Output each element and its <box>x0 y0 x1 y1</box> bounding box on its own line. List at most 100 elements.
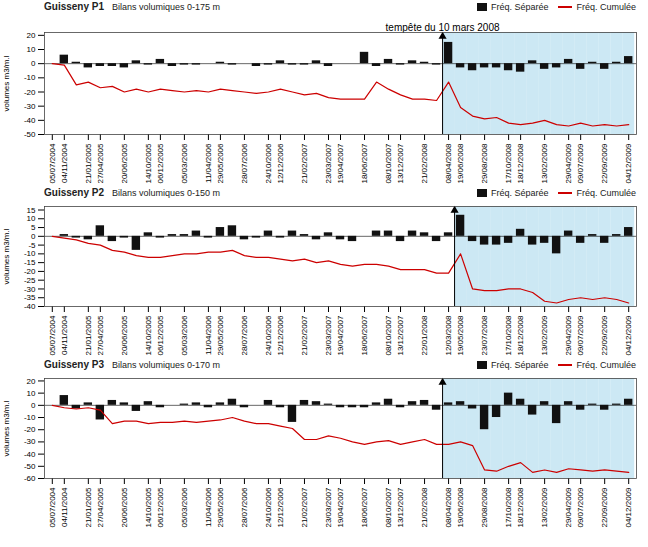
svg-text:08/10/2007: 08/10/2007 <box>384 487 393 528</box>
svg-text:21/01/2005: 21/01/2005 <box>84 487 93 528</box>
svg-text:23/03/2007: 23/03/2007 <box>324 487 333 528</box>
svg-text:21/01/2005: 21/01/2005 <box>84 143 93 184</box>
svg-text:0: 0 <box>31 401 36 410</box>
svg-text:27/04/2005: 27/04/2005 <box>96 315 105 356</box>
svg-text:volumes m3/m.l: volumes m3/m.l <box>2 55 11 111</box>
svg-text:29/08/2008: 29/08/2008 <box>480 487 489 528</box>
svg-text:-20: -20 <box>24 88 36 97</box>
svg-text:05/03/2006: 05/03/2006 <box>180 487 189 528</box>
svg-text:18/06/2007: 18/06/2007 <box>360 143 369 184</box>
svg-text:06/12/2005: 06/12/2005 <box>156 143 165 184</box>
svg-text:09/07/2009: 09/07/2009 <box>576 143 585 184</box>
svg-text:08/10/2007: 08/10/2007 <box>384 143 393 184</box>
svg-text:volumes m3/m.l: volumes m3/m.l <box>2 228 11 284</box>
svg-text:19/06/2008: 19/06/2008 <box>456 143 465 184</box>
svg-text:0: 0 <box>31 232 36 241</box>
svg-text:-10: -10 <box>24 249 36 258</box>
svg-text:-60: -60 <box>24 474 36 483</box>
svg-text:22/09/2009: 22/09/2009 <box>600 487 609 528</box>
svg-text:08/04/2008: 08/04/2008 <box>444 143 453 184</box>
svg-text:10: 10 <box>27 45 36 54</box>
svg-text:-30: -30 <box>24 437 36 446</box>
svg-text:29/04/2009: 29/04/2009 <box>564 315 573 356</box>
svg-text:04/11/2004: 04/11/2004 <box>60 143 69 183</box>
svg-text:22/09/2009: 22/09/2009 <box>600 143 609 184</box>
svg-text:28/07/2006: 28/07/2006 <box>240 315 249 356</box>
svg-text:20/06/2005: 20/06/2005 <box>120 315 129 356</box>
svg-text:20: 20 <box>27 31 36 40</box>
svg-text:10: 10 <box>27 389 36 398</box>
svg-text:18/12/2008: 18/12/2008 <box>516 315 525 356</box>
svg-text:11/04/2006: 11/04/2006 <box>204 143 213 183</box>
svg-text:29/05/2006: 29/05/2006 <box>216 143 225 184</box>
svg-text:05/07/2004: 05/07/2004 <box>48 315 57 356</box>
svg-text:12/03/2008: 12/03/2008 <box>444 315 453 356</box>
svg-text:29/05/2006: 29/05/2006 <box>216 315 225 356</box>
svg-text:20: 20 <box>27 376 36 385</box>
svg-text:19/04/2007: 19/04/2007 <box>336 315 345 356</box>
svg-text:5: 5 <box>31 223 36 232</box>
svg-text:13/02/2009: 13/02/2009 <box>540 143 549 184</box>
svg-text:-20: -20 <box>24 425 36 434</box>
svg-text:05/03/2006: 05/03/2006 <box>180 143 189 184</box>
svg-text:05/07/2004: 05/07/2004 <box>48 487 57 528</box>
svg-text:tempête du 10 mars 2008: tempête du 10 mars 2008 <box>386 22 500 33</box>
svg-text:20/06/2005: 20/06/2005 <box>120 143 129 184</box>
svg-text:04/12/2009: 04/12/2009 <box>624 315 633 356</box>
svg-text:-50: -50 <box>24 462 36 471</box>
svg-text:22/09/2009: 22/09/2009 <box>600 315 609 356</box>
svg-text:-25: -25 <box>24 276 36 285</box>
svg-text:12/12/2006: 12/12/2006 <box>276 143 285 184</box>
svg-text:-40: -40 <box>24 116 36 125</box>
svg-text:06/12/2005: 06/12/2005 <box>156 315 165 356</box>
svg-text:14/10/2005: 14/10/2005 <box>144 315 153 356</box>
svg-text:14/10/2005: 14/10/2005 <box>144 487 153 528</box>
svg-text:19/05/2008: 19/05/2008 <box>456 315 465 356</box>
svg-text:17/10/2008: 17/10/2008 <box>504 143 513 184</box>
svg-text:04/12/2009: 04/12/2009 <box>624 487 633 528</box>
svg-text:23/07/2008: 23/07/2008 <box>480 315 489 356</box>
svg-text:21/02/2007: 21/02/2007 <box>300 487 309 528</box>
svg-text:29/04/2009: 29/04/2009 <box>564 487 573 528</box>
svg-text:15: 15 <box>27 206 36 215</box>
svg-text:-35: -35 <box>24 293 36 302</box>
svg-text:volumes m3/m.l: volumes m3/m.l <box>2 400 11 456</box>
svg-text:-20: -20 <box>24 267 36 276</box>
svg-text:13/12/2007: 13/12/2007 <box>396 315 405 356</box>
svg-text:21/02/2007: 21/02/2007 <box>300 143 309 184</box>
svg-text:18/06/2007: 18/06/2007 <box>360 315 369 356</box>
svg-text:09/07/2009: 09/07/2009 <box>576 315 585 356</box>
svg-text:05/03/2006: 05/03/2006 <box>180 315 189 356</box>
svg-text:29/04/2009: 29/04/2009 <box>564 143 573 184</box>
svg-text:12/12/2006: 12/12/2006 <box>276 315 285 356</box>
svg-text:19/04/2007: 19/04/2007 <box>336 487 345 528</box>
svg-text:18/06/2007: 18/06/2007 <box>360 487 369 528</box>
svg-text:28/07/2006: 28/07/2006 <box>240 487 249 528</box>
svg-text:-5: -5 <box>28 241 36 250</box>
svg-text:18/12/2008: 18/12/2008 <box>516 487 525 528</box>
svg-text:13/12/2007: 13/12/2007 <box>396 143 405 184</box>
svg-text:21/02/2008: 21/02/2008 <box>420 487 429 528</box>
svg-text:24/10/2006: 24/10/2006 <box>264 143 273 184</box>
svg-text:04/11/2004: 04/11/2004 <box>60 487 69 527</box>
svg-text:11/04/2006: 11/04/2006 <box>204 487 213 527</box>
svg-text:04/11/2004: 04/11/2004 <box>60 315 69 355</box>
svg-text:-15: -15 <box>24 258 36 267</box>
svg-text:23/03/2007: 23/03/2007 <box>324 143 333 184</box>
svg-text:29/05/2006: 29/05/2006 <box>216 487 225 528</box>
svg-text:21/02/2008: 21/02/2008 <box>420 143 429 184</box>
svg-text:24/10/2006: 24/10/2006 <box>264 487 273 528</box>
svg-text:0: 0 <box>31 59 36 68</box>
svg-text:06/12/2005: 06/12/2005 <box>156 487 165 528</box>
svg-text:27/04/2005: 27/04/2005 <box>96 487 105 528</box>
svg-text:23/03/2007: 23/03/2007 <box>324 315 333 356</box>
svg-text:13/02/2009: 13/02/2009 <box>540 315 549 356</box>
svg-text:05/07/2004: 05/07/2004 <box>48 143 57 184</box>
svg-text:27/04/2005: 27/04/2005 <box>96 143 105 184</box>
svg-text:19/06/2008: 19/06/2008 <box>456 487 465 528</box>
svg-text:21/02/2007: 21/02/2007 <box>300 315 309 356</box>
svg-text:10: 10 <box>27 214 36 223</box>
svg-text:-40: -40 <box>24 302 36 311</box>
svg-text:17/10/2008: 17/10/2008 <box>504 315 513 356</box>
svg-text:12/12/2006: 12/12/2006 <box>276 487 285 528</box>
